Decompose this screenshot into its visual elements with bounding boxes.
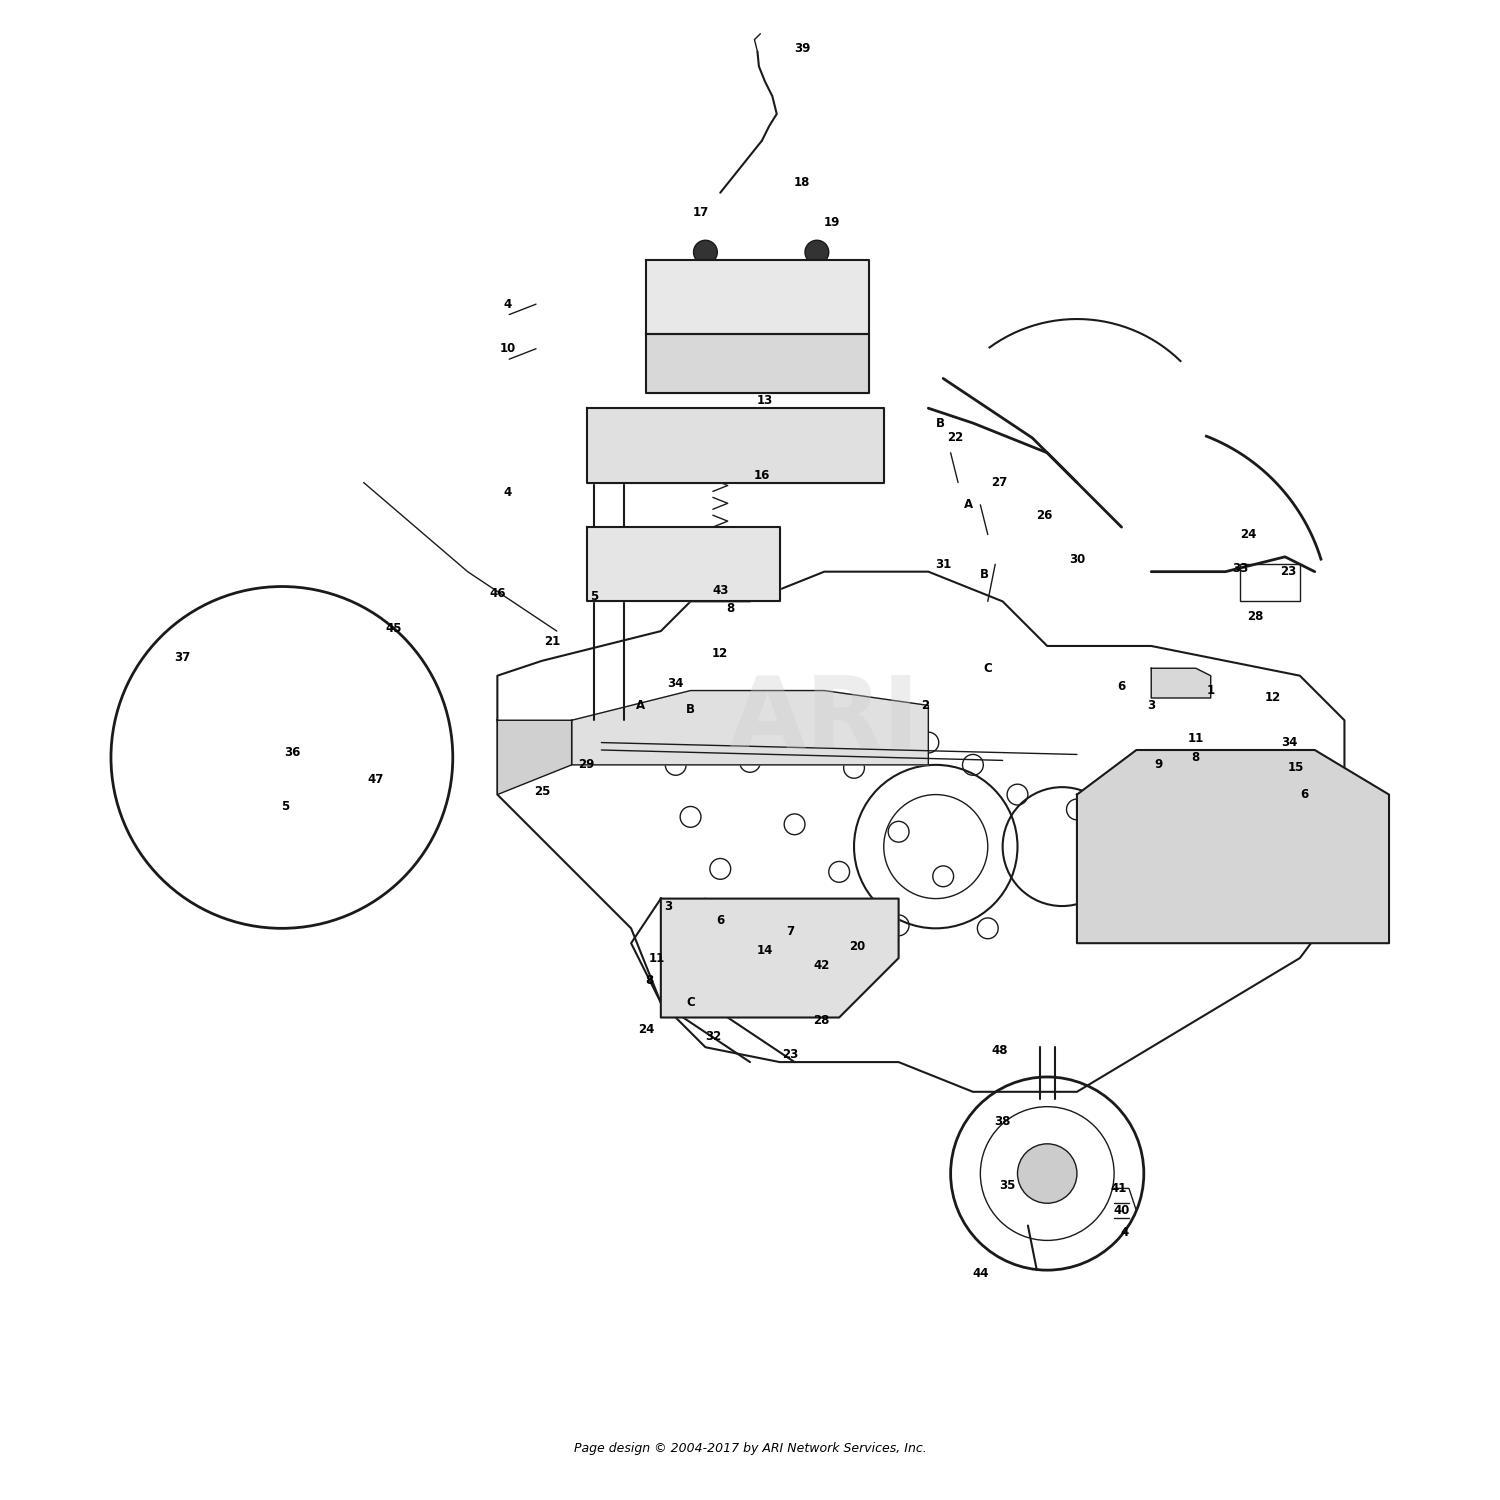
Text: 17: 17 (693, 206, 709, 219)
Text: 33: 33 (1233, 562, 1248, 574)
Text: 28: 28 (813, 1014, 830, 1028)
Text: 40: 40 (1113, 1204, 1130, 1216)
Text: 27: 27 (992, 476, 1008, 489)
Text: C: C (984, 662, 992, 675)
Text: 4: 4 (1120, 1227, 1128, 1239)
Text: 6: 6 (1118, 680, 1125, 693)
Text: 23: 23 (1280, 566, 1296, 578)
Text: 23: 23 (782, 1048, 798, 1060)
Text: 18: 18 (794, 176, 810, 189)
Text: 2: 2 (921, 699, 930, 712)
Text: 11: 11 (1188, 732, 1204, 744)
Text: 26: 26 (1036, 509, 1053, 522)
Text: 30: 30 (1070, 554, 1084, 567)
Text: ARI: ARI (729, 672, 920, 770)
Text: 22: 22 (946, 432, 963, 444)
Text: 8: 8 (645, 974, 652, 987)
Text: 7: 7 (786, 926, 794, 938)
Text: 15: 15 (1287, 762, 1304, 774)
Text: 35: 35 (999, 1179, 1016, 1192)
Text: 42: 42 (813, 958, 830, 972)
Text: 8: 8 (1191, 752, 1200, 764)
Text: Page design © 2004-2017 by ARI Network Services, Inc.: Page design © 2004-2017 by ARI Network S… (573, 1442, 927, 1455)
Text: 32: 32 (705, 1030, 722, 1044)
Text: 39: 39 (794, 42, 810, 56)
Polygon shape (646, 260, 868, 334)
Text: 44: 44 (972, 1266, 988, 1280)
Polygon shape (662, 898, 898, 1017)
Text: 43: 43 (712, 585, 729, 597)
Text: 4: 4 (504, 486, 512, 500)
Text: 38: 38 (994, 1114, 1011, 1128)
Text: 19: 19 (824, 216, 840, 229)
Polygon shape (498, 572, 1344, 1092)
Text: 46: 46 (489, 588, 506, 600)
Text: 5: 5 (280, 800, 290, 813)
Circle shape (268, 753, 280, 765)
Polygon shape (1152, 669, 1210, 698)
Text: 21: 21 (544, 634, 561, 648)
Text: 10: 10 (500, 342, 516, 355)
Text: 6: 6 (1300, 788, 1308, 801)
Text: 12: 12 (712, 646, 729, 660)
Bar (1240, 564, 1300, 602)
Circle shape (291, 754, 303, 766)
Text: B: B (686, 704, 694, 717)
Text: 34: 34 (1281, 736, 1298, 748)
Text: B: B (936, 417, 945, 429)
Text: 8: 8 (726, 603, 735, 615)
Text: 11: 11 (648, 951, 664, 964)
Text: 3: 3 (1148, 699, 1155, 712)
Text: C: C (686, 996, 694, 1010)
Text: 4: 4 (504, 297, 512, 310)
Polygon shape (646, 334, 868, 393)
Text: 36: 36 (284, 747, 300, 759)
Text: 9: 9 (1155, 759, 1162, 771)
Text: 28: 28 (1246, 610, 1263, 622)
Text: 29: 29 (579, 759, 594, 771)
Text: A: A (636, 699, 645, 712)
Circle shape (693, 240, 717, 264)
Text: 14: 14 (756, 944, 772, 957)
Text: 5: 5 (590, 591, 598, 603)
Circle shape (806, 240, 830, 264)
Circle shape (1017, 1144, 1077, 1203)
Bar (272, 747, 302, 762)
Text: 25: 25 (534, 784, 550, 798)
Text: 20: 20 (849, 939, 865, 952)
Text: 48: 48 (992, 1044, 1008, 1056)
Polygon shape (586, 408, 884, 483)
Text: 16: 16 (753, 468, 770, 482)
Text: 41: 41 (1110, 1182, 1126, 1196)
Text: 13: 13 (756, 394, 772, 408)
Text: 34: 34 (668, 676, 684, 690)
Text: 47: 47 (368, 772, 384, 786)
Text: 6: 6 (716, 915, 724, 927)
Polygon shape (586, 526, 780, 602)
Text: 31: 31 (934, 558, 951, 570)
Polygon shape (1077, 750, 1389, 944)
Text: 45: 45 (386, 621, 402, 634)
Polygon shape (498, 720, 572, 795)
Text: B: B (981, 568, 990, 580)
Text: 1: 1 (1206, 684, 1215, 698)
Text: 3: 3 (664, 900, 672, 912)
Text: 37: 37 (174, 651, 190, 664)
Circle shape (111, 586, 453, 928)
Polygon shape (572, 690, 928, 765)
Bar (327, 738, 363, 768)
Text: 12: 12 (1264, 692, 1281, 705)
Text: 24: 24 (1239, 528, 1256, 542)
Text: A: A (964, 498, 974, 512)
Text: 24: 24 (638, 1023, 654, 1036)
